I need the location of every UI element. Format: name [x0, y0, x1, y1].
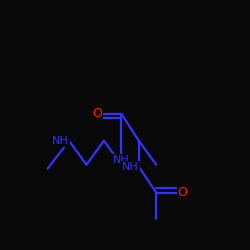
- Text: O: O: [92, 107, 102, 120]
- Text: O: O: [178, 186, 188, 199]
- Text: NH: NH: [52, 136, 69, 146]
- Text: NH: NH: [122, 162, 139, 172]
- Text: NH: NH: [113, 155, 130, 165]
